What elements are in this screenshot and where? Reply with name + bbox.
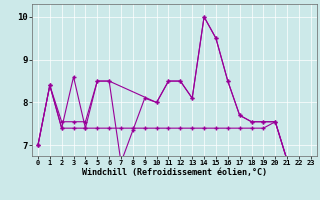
X-axis label: Windchill (Refroidissement éolien,°C): Windchill (Refroidissement éolien,°C) xyxy=(82,168,267,177)
